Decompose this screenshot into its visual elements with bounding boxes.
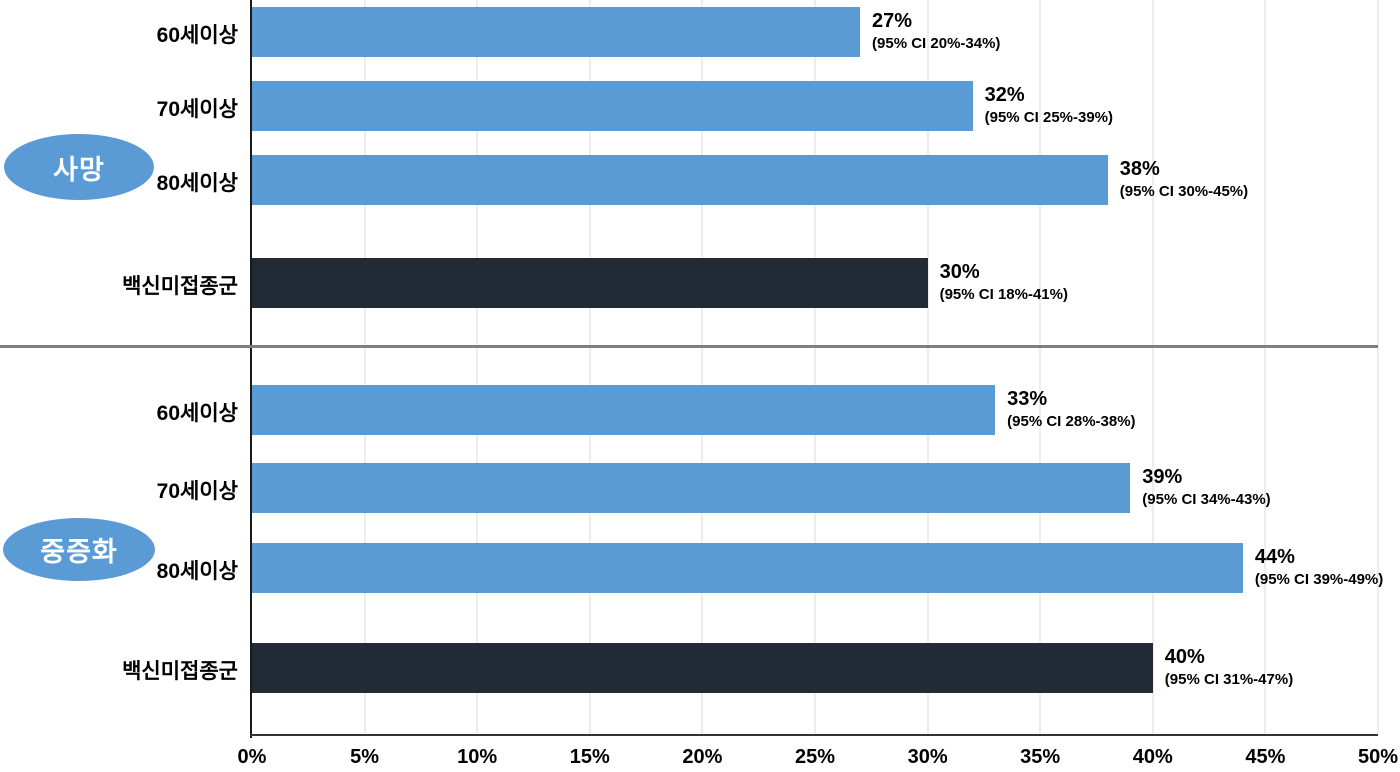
value-label-block: 40% (95% CI 31%-47%) bbox=[1165, 645, 1293, 690]
vertical-gridline bbox=[814, 0, 816, 734]
value-label-block: 30% (95% CI 18%-41%) bbox=[940, 260, 1068, 305]
x-axis-tick-label: 20% bbox=[682, 746, 723, 768]
bar-age-group bbox=[252, 155, 1108, 205]
value-label-block: 39% (95% CI 34%-43%) bbox=[1142, 465, 1270, 510]
x-axis-tick-label: 35% bbox=[1020, 746, 1061, 768]
bar-age-group bbox=[252, 7, 861, 57]
value-label: 44% bbox=[1254, 546, 1295, 568]
category-label: 80세이상 bbox=[156, 172, 238, 195]
category-label: 60세이상 bbox=[156, 402, 238, 425]
confidence-interval-label: (95% CI 25%-39%) bbox=[984, 109, 1114, 126]
x-axis-tick-label: 45% bbox=[1245, 746, 1286, 768]
value-label: 27% bbox=[872, 10, 913, 32]
confidence-interval-label: (95% CI 28%-38%) bbox=[1007, 413, 1136, 430]
x-axis-tick-label: 40% bbox=[1132, 746, 1173, 768]
bar-age-group bbox=[252, 385, 996, 435]
confidence-interval-label: (95% CI 31%-47%) bbox=[1164, 671, 1294, 688]
vertical-gridline bbox=[363, 0, 366, 734]
bar-unvaccinated bbox=[252, 643, 1153, 693]
confidence-interval-label: (95% CI 18%-41%) bbox=[939, 286, 1068, 303]
value-label-block: 44% (95% CI 39%-49%) bbox=[1255, 545, 1383, 590]
vertical-gridline bbox=[701, 0, 704, 734]
y-axis-line bbox=[250, 0, 252, 738]
bar-age-group bbox=[252, 463, 1131, 513]
x-axis-tick-label: 0% bbox=[237, 746, 267, 768]
value-label: 33% bbox=[1007, 388, 1048, 410]
category-label: 백신미접종군 bbox=[122, 275, 238, 298]
x-axis-tick-label: 50% bbox=[1357, 746, 1399, 768]
group-badge: 사망 bbox=[4, 134, 154, 200]
confidence-interval-label: (95% CI 20%-34%) bbox=[872, 35, 1001, 52]
group-badge: 중증화 bbox=[3, 518, 155, 581]
vertical-gridline bbox=[1264, 0, 1267, 734]
vertical-gridline bbox=[1377, 0, 1379, 734]
vertical-gridline bbox=[1151, 0, 1154, 734]
category-label: 백신미접종군 bbox=[122, 660, 238, 683]
category-label: 70세이상 bbox=[156, 98, 238, 121]
vertical-gridline bbox=[588, 0, 591, 734]
value-label: 30% bbox=[939, 261, 980, 283]
x-axis-tick-label: 30% bbox=[907, 746, 948, 768]
bar-age-group bbox=[252, 81, 973, 131]
x-axis-line bbox=[250, 734, 1378, 736]
value-label-block: 38% (95% CI 30%-45%) bbox=[1120, 157, 1248, 202]
x-axis-tick-label: 25% bbox=[794, 746, 836, 768]
bar-age-group bbox=[252, 543, 1243, 593]
value-label: 39% bbox=[1142, 466, 1183, 488]
bar-unvaccinated bbox=[252, 258, 928, 308]
x-axis-tick-label: 10% bbox=[457, 746, 498, 768]
value-label: 32% bbox=[984, 84, 1025, 106]
confidence-interval-label: (95% CI 39%-49%) bbox=[1254, 571, 1384, 588]
vertical-gridline bbox=[1039, 0, 1042, 734]
value-label-block: 27% (95% CI 20%-34%) bbox=[872, 9, 1000, 54]
value-label-block: 33% (95% CI 28%-38%) bbox=[1007, 387, 1135, 432]
category-label: 70세이상 bbox=[156, 480, 238, 503]
x-axis-tick-label: 15% bbox=[569, 746, 610, 768]
category-label: 60세이상 bbox=[156, 24, 238, 47]
value-label-block: 32% (95% CI 25%-39%) bbox=[985, 83, 1113, 128]
confidence-interval-label: (95% CI 34%-43%) bbox=[1142, 491, 1271, 508]
value-label: 40% bbox=[1164, 646, 1205, 668]
vertical-gridline bbox=[926, 0, 929, 734]
value-label: 38% bbox=[1119, 158, 1160, 180]
vertical-gridline bbox=[476, 0, 479, 734]
category-label: 80세이상 bbox=[156, 560, 238, 583]
x-axis-tick-label: 5% bbox=[350, 746, 380, 768]
confidence-interval-label: (95% CI 30%-45%) bbox=[1119, 183, 1249, 200]
group-divider-line bbox=[0, 345, 1378, 348]
